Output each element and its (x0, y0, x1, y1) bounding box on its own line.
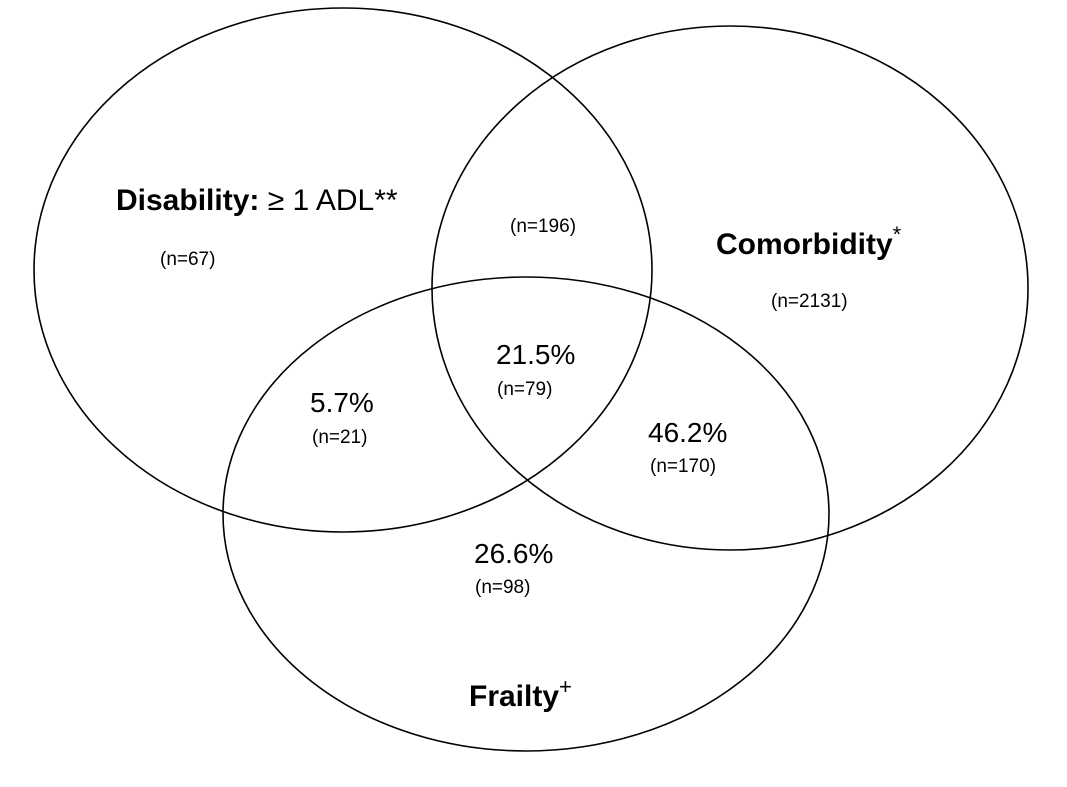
frailty-only-percent: 26.6% (474, 538, 554, 569)
comorbidity-only-count: (n=2131) (771, 291, 848, 312)
disability-criterion: ≥ 1 ADL** (267, 184, 398, 217)
disability-comorbidity-count: (n=196) (510, 216, 577, 237)
comorbidity-title: Comorbidity* (716, 224, 901, 261)
disability-only-count: (n=67) (160, 249, 216, 270)
disability-frailty-percent: 5.7% (310, 387, 374, 418)
frailty-title: Frailty+ (469, 676, 572, 713)
disability-name: Disability: (116, 184, 260, 217)
disability-frailty-count: (n=21) (312, 427, 368, 448)
frailty-name: Frailty (469, 680, 560, 713)
all-three-percent: 21.5% (496, 339, 576, 370)
all-three-count: (n=79) (497, 379, 553, 400)
comorbidity-mark: * (892, 222, 902, 247)
comorbidity-frailty-count: (n=170) (650, 456, 717, 477)
frailty-mark: + (559, 674, 572, 699)
comorbidity-circle (431, 25, 1029, 551)
disability-circle (33, 7, 653, 533)
frailty-only-count: (n=98) (475, 577, 531, 598)
comorbidity-frailty-percent: 46.2% (648, 417, 728, 448)
comorbidity-name: Comorbidity (716, 228, 893, 261)
disability-title: Disability: ≥ 1 ADL** (116, 186, 398, 216)
frailty-circle (222, 276, 830, 752)
